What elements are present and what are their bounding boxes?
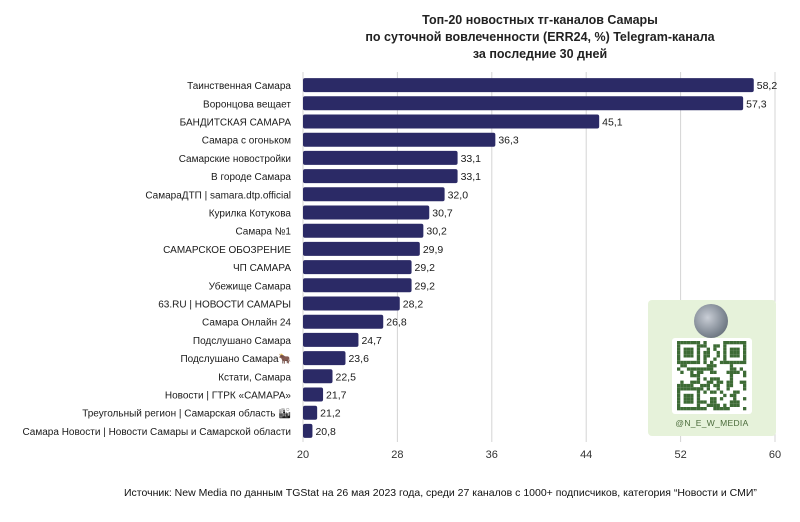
category-label: Кстати, Самара bbox=[218, 372, 291, 383]
bar bbox=[303, 351, 346, 366]
bar bbox=[303, 114, 600, 129]
value-label: 45,1 bbox=[602, 117, 623, 129]
category-label: Треугольный регион | Самарская область 🏙 bbox=[82, 408, 291, 420]
value-label: 29,2 bbox=[415, 280, 436, 292]
chart-title-line: за последние 30 дней bbox=[472, 47, 608, 61]
value-label: 22,5 bbox=[336, 371, 357, 383]
x-tick-label: 44 bbox=[580, 449, 592, 461]
x-axis-ticks: 20 28 36 44 52 60 bbox=[297, 449, 781, 461]
category-label: Убежище Самара bbox=[209, 280, 292, 292]
bars bbox=[303, 78, 754, 438]
value-label: 23,6 bbox=[348, 353, 369, 365]
x-tick-label: 60 bbox=[769, 449, 781, 461]
category-label: Самара Онлайн 24 bbox=[202, 318, 291, 329]
x-tick-label: 20 bbox=[297, 449, 309, 461]
bar bbox=[303, 78, 754, 93]
value-label: 29,2 bbox=[415, 262, 436, 274]
bar bbox=[303, 314, 384, 329]
bar bbox=[303, 260, 412, 275]
bar bbox=[303, 241, 420, 256]
value-label: 30,2 bbox=[426, 226, 447, 238]
category-label: Подслушано Самара bbox=[193, 336, 292, 347]
chart-title-line: Топ-20 новостных тг-каналов Самары bbox=[422, 13, 658, 27]
category-label: Подслушано Самара🐂 bbox=[180, 353, 291, 365]
value-label: 24,7 bbox=[361, 335, 382, 347]
value-label: 29,9 bbox=[423, 244, 444, 256]
source-note: Источник: New Media по данным TGStat на … bbox=[124, 487, 757, 499]
value-label: 33,1 bbox=[461, 153, 482, 165]
bar bbox=[303, 369, 333, 384]
qr-card: @N_E_W_MEDIA bbox=[648, 300, 776, 436]
bar bbox=[303, 169, 458, 184]
value-label: 32,0 bbox=[448, 189, 469, 201]
category-label: САМАРСКОЕ ОБОЗРЕНИЕ bbox=[163, 245, 291, 256]
category-labels: Таинственная Самара Воронцова вещает БАНДИ… bbox=[22, 81, 291, 438]
bar bbox=[303, 223, 424, 238]
category-label: Самарские новостройки bbox=[179, 154, 291, 165]
bar bbox=[303, 205, 430, 220]
chart-title-line: по суточной вовлеченности (ERR24, %) Tel… bbox=[365, 30, 715, 44]
category-label: ЧП САМАРА bbox=[233, 263, 291, 274]
bar bbox=[303, 387, 324, 402]
value-label: 58,2 bbox=[757, 80, 778, 92]
x-tick-label: 36 bbox=[486, 449, 498, 461]
chart-title: Топ-20 новостных тг-каналов Самары по су… bbox=[300, 12, 780, 63]
category-label: В городе Самара bbox=[211, 172, 291, 183]
new-media-logo-icon bbox=[694, 304, 728, 338]
value-label: 26,8 bbox=[386, 317, 407, 329]
channel-handle: @N_E_W_MEDIA bbox=[675, 418, 749, 428]
category-label: Таинственная Самара bbox=[187, 81, 291, 92]
value-label: 20,8 bbox=[315, 426, 336, 438]
bar bbox=[303, 405, 318, 420]
bar-chart: Таинственная Самара Воронцова вещает БАНДИ… bbox=[22, 72, 781, 461]
value-labels: 58,2 57,3 45,1 36,3 33,1 33,1 32,0 30,7 30,2 29,9… bbox=[315, 80, 777, 438]
bar bbox=[303, 296, 400, 311]
category-label: СамараДТП | samara.dtp.official bbox=[145, 190, 291, 201]
category-label: Воронцова вещает bbox=[203, 99, 291, 110]
value-label: 28,2 bbox=[403, 299, 424, 311]
x-tick-label: 52 bbox=[674, 449, 686, 461]
value-label: 33,1 bbox=[461, 171, 482, 183]
category-label: 63.RU | НОВОСТИ САМАРЫ bbox=[158, 300, 291, 311]
value-label: 30,7 bbox=[432, 208, 453, 220]
category-label: Самара Новости | Новости Самары и Самарс… bbox=[22, 426, 291, 438]
bar bbox=[303, 187, 445, 202]
x-tick-label: 28 bbox=[391, 449, 403, 461]
category-label: Новости | ГТРК «САМАРА» bbox=[165, 391, 292, 402]
category-label: Курилка Котукова bbox=[209, 209, 292, 220]
category-label: Самара №1 bbox=[235, 227, 291, 238]
value-label: 21,2 bbox=[320, 408, 341, 420]
bar bbox=[303, 278, 412, 293]
value-label: 57,3 bbox=[746, 98, 767, 110]
bar bbox=[303, 332, 359, 347]
category-label: Самара с огоньком bbox=[202, 136, 291, 147]
bar bbox=[303, 132, 496, 147]
value-label: 21,7 bbox=[326, 390, 347, 402]
qr-code-icon bbox=[672, 338, 752, 414]
category-label: БАНДИТСКАЯ САМАРА bbox=[180, 118, 292, 129]
bar bbox=[303, 150, 458, 165]
bar bbox=[303, 423, 313, 438]
value-label: 36,3 bbox=[498, 135, 519, 147]
bar bbox=[303, 96, 744, 111]
